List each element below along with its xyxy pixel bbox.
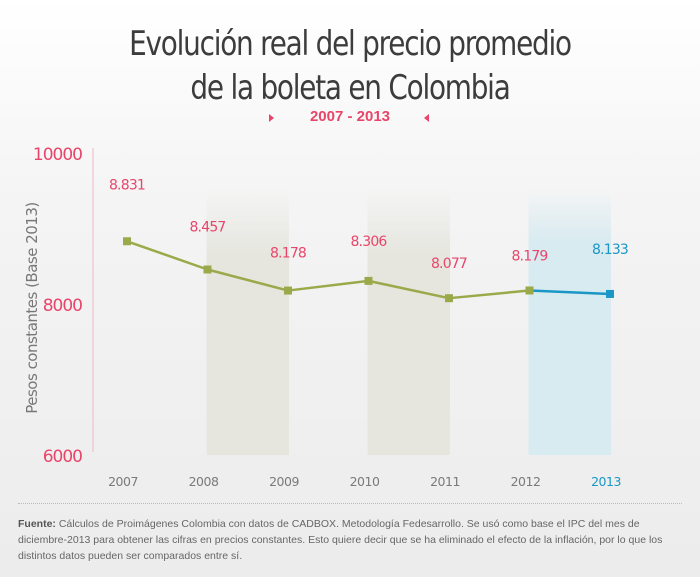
data-point-2011 [445, 294, 453, 303]
data-point-2009 [284, 286, 292, 295]
x-tick-label-2008: 2008 [189, 474, 219, 489]
source-note: Fuente: Cálculos de Proimágenes Colombia… [18, 516, 678, 564]
title-line-2: de la boleta en Colombia [190, 68, 510, 108]
y-tick-label: 8000 [43, 296, 82, 316]
triangle-right-icon [269, 114, 274, 122]
x-tick-label-2012: 2012 [511, 474, 541, 489]
line-segment [126, 240, 208, 271]
shaded-band-2010-2011 [367, 190, 450, 455]
x-tick-label-2007: 2007 [108, 474, 138, 489]
shaded-band-2012-2013 [528, 190, 611, 455]
line-segment [287, 279, 369, 292]
source-label: Fuente: [18, 518, 56, 530]
data-point-2012 [525, 286, 534, 295]
y-tick-label: 10000 [33, 145, 82, 165]
triangle-left-icon [424, 114, 429, 122]
x-tick-label-2010: 2010 [350, 474, 380, 489]
data-label-2013: 8.133 [592, 242, 628, 258]
data-label-2008: 8.457 [189, 219, 225, 235]
data-label-2009: 8.178 [270, 246, 306, 262]
data-label-2010: 8.306 [350, 234, 387, 250]
line-segment [529, 289, 611, 296]
chart-title: Evolución real del precio promedio de la… [63, 22, 637, 110]
y-tick-label: 6000 [43, 447, 82, 467]
x-tick-label-2011: 2011 [430, 474, 460, 489]
data-label-2011: 8.077 [431, 256, 467, 272]
data-label-2007: 8.831 [109, 177, 145, 193]
x-tick-label-2009: 2009 [269, 474, 299, 489]
data-point-2010 [364, 276, 373, 285]
y-axis-label: Pesos constantes (Base 2013) [23, 202, 41, 414]
source-text: Cálculos de Proimágenes Colombia con dat… [18, 518, 663, 562]
footer-divider [18, 503, 682, 504]
data-point-2007 [123, 237, 131, 246]
line-chart: 10000 8000 6000 Pesos constantes (Base 201… [23, 145, 629, 489]
data-label-2012: 8.179 [511, 248, 547, 264]
x-tick-label-2013: 2013 [591, 474, 621, 489]
data-point-2008 [203, 265, 212, 274]
title-line-1: Evolución real del precio promedio [129, 24, 572, 64]
line-segment [207, 268, 289, 292]
line-segment [368, 279, 450, 300]
shaded-band-2008-2009 [206, 190, 289, 455]
chart-subtitle: 2007 - 2013 [309, 108, 391, 125]
data-point-2013 [606, 289, 614, 298]
line-segment [448, 289, 530, 300]
